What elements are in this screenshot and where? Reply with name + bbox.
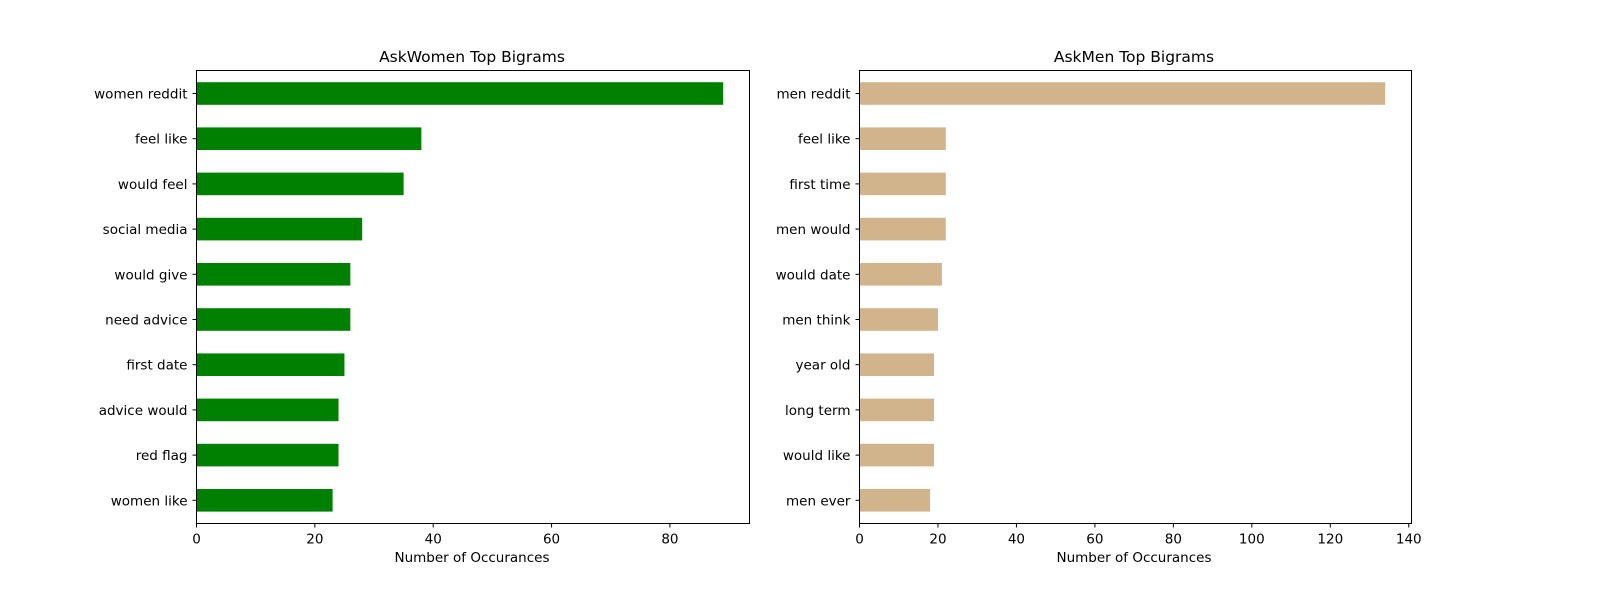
y-tick-label: advice would <box>99 403 188 419</box>
y-tick-label: women like <box>111 493 188 509</box>
y-tick-label: red flag <box>136 448 188 464</box>
x-tick-label: 40 <box>425 532 442 548</box>
y-tick-label: would give <box>114 267 187 283</box>
plot-frame <box>196 70 750 524</box>
x-tick-label: 80 <box>661 532 678 548</box>
bar <box>196 127 422 150</box>
bar <box>859 127 946 150</box>
x-tick-label: 120 <box>1317 532 1343 548</box>
y-tick-label: would date <box>776 267 851 283</box>
bar <box>859 263 942 286</box>
x-tick-label: 0 <box>855 532 864 548</box>
x-tick-label: 0 <box>192 532 201 548</box>
tick-marks: women reddit feel like would feel social me… <box>94 87 678 548</box>
bar <box>859 82 1386 105</box>
tick-marks: men reddit feel like first time men would wo… <box>776 87 1422 548</box>
x-tick-label: 20 <box>306 532 323 548</box>
y-tick-label: would like <box>783 448 851 464</box>
chart-title: AskMen Top Bigrams <box>1054 48 1214 66</box>
x-axis-label: Number of Occurances <box>1057 550 1212 566</box>
y-tick-label: feel like <box>798 132 851 148</box>
bar <box>859 172 946 196</box>
y-tick-label: year old <box>796 358 851 374</box>
y-tick-label: men ever <box>786 493 851 509</box>
y-tick-label: men would <box>776 222 850 238</box>
x-tick-label: 100 <box>1239 532 1265 548</box>
x-tick-label: 60 <box>1086 532 1103 548</box>
x-tick-label: 80 <box>1165 532 1182 548</box>
askmen-chart: AskMen Top Bigrams men reddit feel like fi… <box>776 48 1422 566</box>
y-tick-label: first date <box>126 358 187 374</box>
bar <box>196 353 345 376</box>
y-tick-label: social media <box>103 222 188 238</box>
bar <box>196 217 363 241</box>
x-tick-label: 40 <box>1008 532 1025 548</box>
bar <box>196 263 351 286</box>
bar <box>196 489 333 512</box>
bar <box>859 217 946 241</box>
y-tick-label: first time <box>789 177 850 193</box>
bar <box>859 308 938 331</box>
y-tick-label: men reddit <box>776 87 850 103</box>
bar <box>196 172 404 196</box>
plot-frame <box>859 70 1412 524</box>
bar <box>196 398 339 422</box>
y-tick-label: would feel <box>118 177 188 193</box>
x-tick-label: 140 <box>1396 532 1422 548</box>
y-tick-label: long term <box>785 403 851 419</box>
bars <box>859 82 1386 512</box>
y-tick-label: women reddit <box>94 87 187 103</box>
bar <box>859 443 935 467</box>
y-tick-label: men think <box>782 313 850 329</box>
bar <box>196 443 339 467</box>
bar <box>196 82 724 105</box>
bar <box>859 353 935 376</box>
chart-title: AskWomen Top Bigrams <box>379 48 565 66</box>
x-tick-label: 20 <box>929 532 946 548</box>
bars <box>196 82 724 512</box>
y-tick-label: need advice <box>105 313 187 329</box>
x-tick-label: 60 <box>543 532 560 548</box>
y-tick-label: feel like <box>135 132 188 148</box>
bar <box>859 398 935 422</box>
bar <box>859 489 931 512</box>
bar <box>196 308 351 331</box>
x-axis-label: Number of Occurances <box>395 550 550 566</box>
askwomen-chart: AskWomen Top Bigrams women reddit feel li… <box>94 48 750 566</box>
